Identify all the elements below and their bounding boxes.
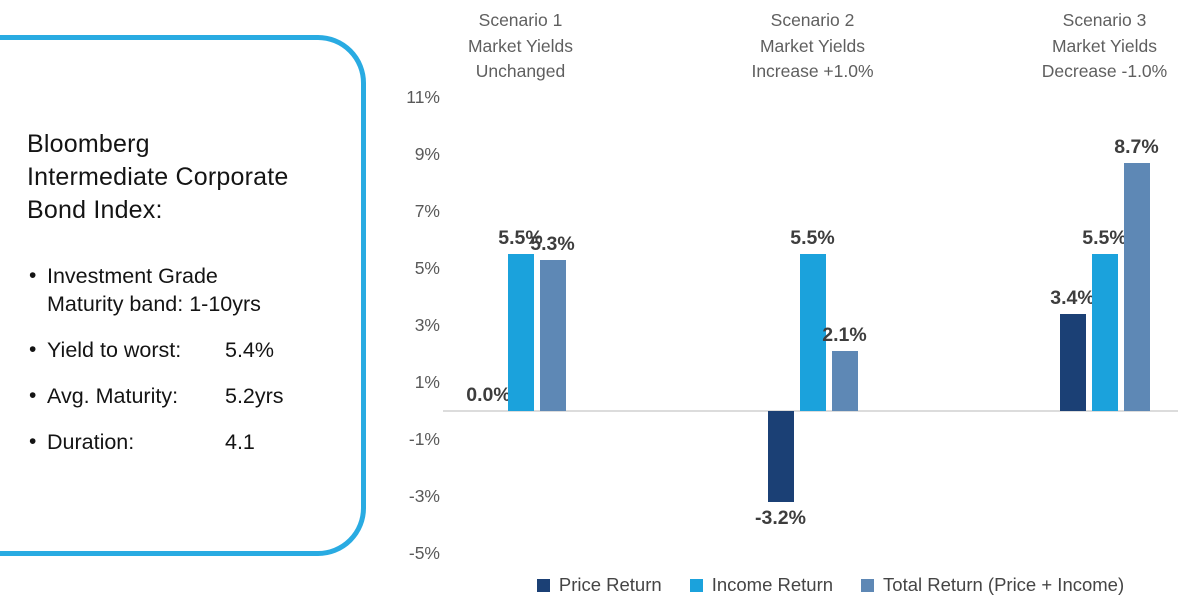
scenario-header-line: Market Yields bbox=[467, 35, 574, 56]
bar-value-label-total-return-price-income-scenario-2: 2.1% bbox=[822, 324, 867, 347]
scenario-header-1: Scenario 1 Market Yields Unchanged bbox=[391, 8, 651, 85]
bar-income-return-scenario-1 bbox=[507, 254, 534, 411]
y-tick-label: 3% bbox=[414, 314, 440, 335]
bullet-avg-maturity: • Avg. Maturity: 5.2yrs bbox=[29, 382, 284, 410]
bullet-line: Investment Grade bbox=[47, 264, 218, 288]
bullet-duration: • Duration: 4.1 bbox=[29, 428, 284, 456]
y-tick-label: 9% bbox=[414, 143, 440, 164]
bar-value-label-total-return-price-income-scenario-3: 8.7% bbox=[1114, 136, 1159, 159]
bullet-yield-to-worst: • Yield to worst: 5.4% bbox=[29, 336, 284, 364]
legend-label-income-return: Income Return bbox=[711, 574, 834, 595]
bullet-label: Duration: bbox=[47, 430, 135, 454]
scenario-header-2: Scenario 2 Market Yields Increase +1.0% bbox=[683, 8, 943, 85]
panel-title: Bloomberg Intermediate Corporate Bond In… bbox=[27, 128, 288, 227]
scenario-header-line: Decrease -1.0% bbox=[1041, 61, 1168, 81]
bar-price-return-scenario-2 bbox=[767, 411, 794, 503]
bullet-label: Yield to worst: bbox=[47, 338, 182, 362]
y-tick-label: 5% bbox=[414, 257, 440, 278]
bar-value-label-price-return-scenario-1: 0.0% bbox=[466, 384, 511, 406]
panel-title-line: Bloomberg bbox=[27, 130, 150, 158]
bar-value-label-income-return-scenario-2: 5.5% bbox=[790, 227, 835, 250]
y-tick-label: -5% bbox=[408, 542, 440, 563]
scenario-header-line: Scenario 1 bbox=[478, 10, 563, 30]
y-tick-label: 1% bbox=[414, 371, 440, 392]
scenario-header-3: Scenario 3 Market Yields Decrease -1.0% bbox=[975, 8, 1200, 85]
scenario-header-line: Market Yields bbox=[1051, 35, 1158, 56]
bullet-value: 5.2yrs bbox=[225, 384, 284, 408]
legend-swatch-total-return-price-income bbox=[861, 578, 875, 592]
scenario-header-line: Increase +1.0% bbox=[751, 61, 874, 81]
legend-label-total-return-price-income: Total Return (Price + Income) bbox=[883, 574, 1125, 595]
bar-total-return-price-income-scenario-1 bbox=[539, 259, 566, 411]
bullet-text: Avg. Maturity: 5.2yrs bbox=[47, 382, 284, 410]
legend-item-total-return-price-income: Total Return (Price + Income) bbox=[861, 574, 1124, 596]
scenario-header-line: Scenario 2 bbox=[770, 10, 855, 30]
y-tick-label: 11% bbox=[406, 86, 440, 107]
scenario-header-line: Market Yields bbox=[759, 35, 866, 56]
scenario-header-line: Unchanged bbox=[475, 61, 566, 81]
bullet-value: 4.1 bbox=[225, 430, 255, 454]
bar-value-label-price-return-scenario-2: -3.2% bbox=[755, 507, 806, 530]
bar-price-return-scenario-3 bbox=[1059, 314, 1086, 411]
bullet-text: Investment Grade Maturity band: 1-10yrs bbox=[47, 262, 261, 318]
legend-label-price-return: Price Return bbox=[558, 574, 662, 595]
bullet-dot-icon: • bbox=[29, 384, 37, 407]
bullet-value: 5.4% bbox=[225, 338, 275, 362]
y-tick-label: 7% bbox=[414, 200, 440, 221]
chart-legend: Price Return Income Return Total Return (P… bbox=[463, 574, 1198, 596]
panel-title-line: Intermediate Corporate bbox=[27, 163, 289, 191]
bullet-text: Duration: 4.1 bbox=[47, 428, 255, 456]
bar-value-label-price-return-scenario-3: 3.4% bbox=[1050, 287, 1095, 310]
bar-income-return-scenario-3 bbox=[1091, 254, 1118, 411]
bullet-dot-icon: • bbox=[29, 430, 37, 453]
bullet-label: Avg. Maturity: bbox=[47, 384, 179, 408]
bar-total-return-price-income-scenario-2 bbox=[831, 351, 858, 411]
legend-item-income-return: Income Return bbox=[689, 574, 834, 596]
bar-value-label-income-return-scenario-3: 5.5% bbox=[1082, 227, 1127, 250]
legend-swatch-income-return bbox=[689, 578, 703, 592]
panel-title-line: Bond Index: bbox=[27, 196, 163, 224]
panel-bullet-list: • Investment Grade Maturity band: 1-10yr… bbox=[29, 262, 284, 474]
bar-value-label-income-return-scenario-1: 5.5% bbox=[498, 227, 543, 250]
legend-item-price-return: Price Return bbox=[536, 574, 662, 596]
scenario-header-line: Scenario 3 bbox=[1062, 10, 1147, 30]
bullet-investment-grade: • Investment Grade Maturity band: 1-10yr… bbox=[29, 262, 284, 318]
bullet-dot-icon: • bbox=[29, 264, 37, 287]
legend-swatch-price-return bbox=[536, 578, 550, 592]
bullet-text: Yield to worst: 5.4% bbox=[47, 336, 274, 364]
bullet-line: Maturity band: 1-10yrs bbox=[47, 292, 261, 316]
bar-value-label-total-return-price-income-scenario-1: 5.3% bbox=[530, 232, 575, 255]
y-tick-label: -3% bbox=[408, 485, 440, 506]
zero-axis-line bbox=[443, 410, 1178, 412]
bar-total-return-price-income-scenario-3 bbox=[1123, 163, 1150, 411]
y-tick-label: -1% bbox=[408, 428, 440, 449]
index-info-panel: Bloomberg Intermediate Corporate Bond In… bbox=[0, 35, 366, 556]
bar-income-return-scenario-2 bbox=[799, 254, 826, 411]
bullet-dot-icon: • bbox=[29, 338, 37, 361]
